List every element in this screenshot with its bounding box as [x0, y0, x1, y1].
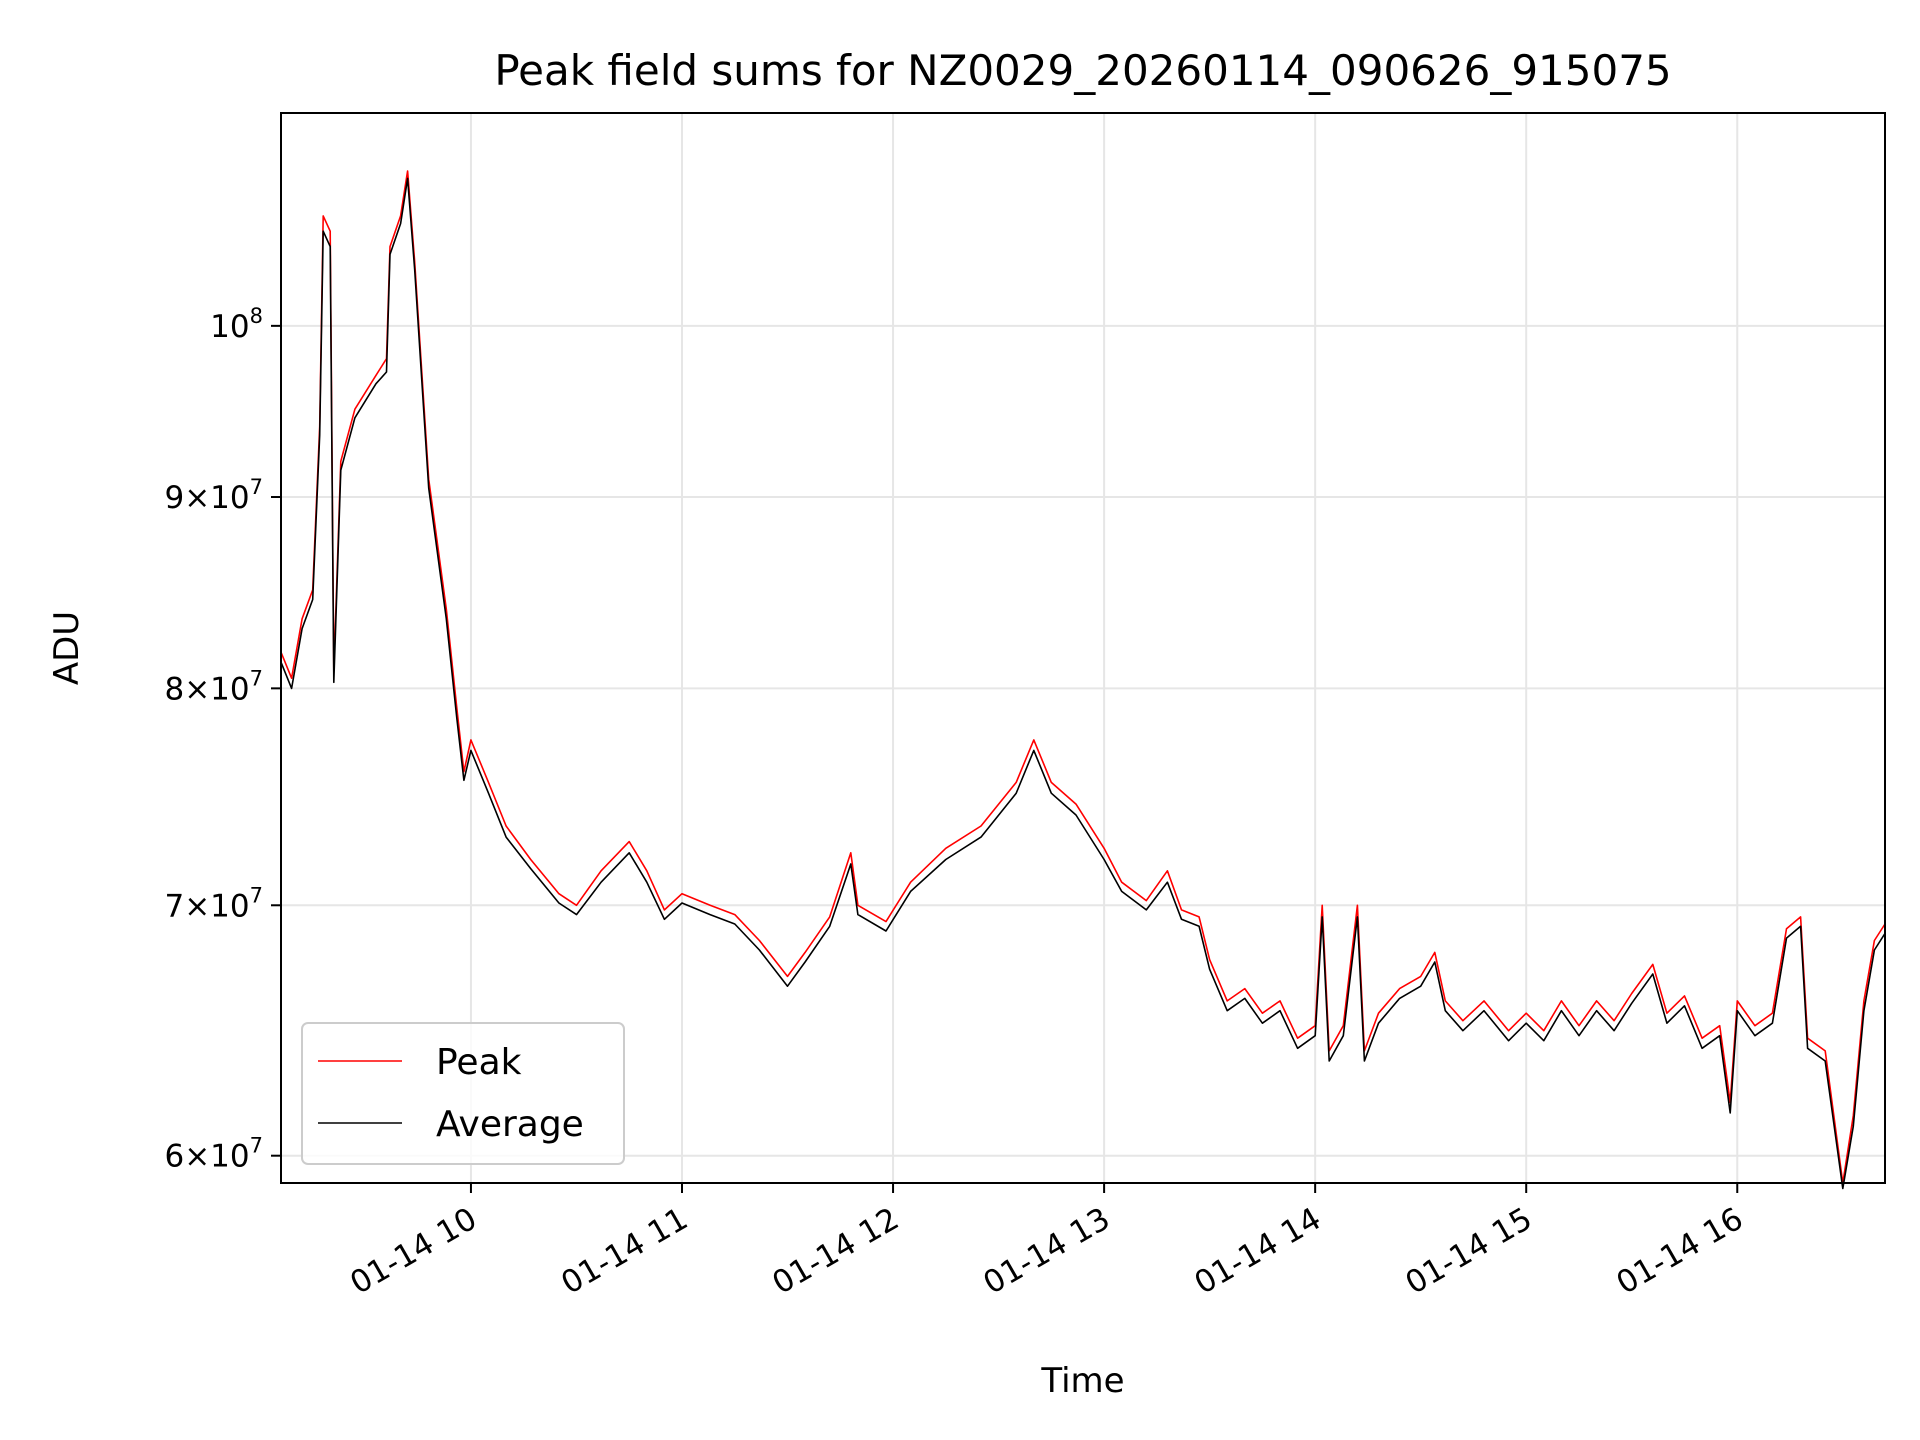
y-axis-label: ADU — [47, 611, 87, 685]
y-tick-label: 108 — [210, 304, 263, 345]
y-tick-label: 9×107 — [164, 475, 263, 516]
chart-title: Peak field sums for NZ0029_20260114_0906… — [494, 46, 1671, 95]
legend-label-peak: Peak — [436, 1042, 522, 1083]
y-tick-label: 7×107 — [164, 883, 263, 924]
series-line-peak — [280, 170, 1886, 1184]
legend-label-average: Average — [436, 1104, 584, 1145]
y-axis: 6×107 7×107 8×107 9×107 108 — [164, 304, 281, 1175]
x-axis-label: Time — [1040, 1361, 1124, 1401]
plot-frame — [280, 112, 1886, 1184]
plot-series — [280, 170, 1886, 1190]
grid — [281, 113, 1885, 1183]
legend: Peak Average — [301, 1022, 625, 1165]
legend-box — [301, 1022, 625, 1165]
y-tick-label: 6×107 — [164, 1134, 263, 1175]
series-line-average — [280, 177, 1886, 1190]
y-tick-label: 8×107 — [164, 666, 263, 707]
